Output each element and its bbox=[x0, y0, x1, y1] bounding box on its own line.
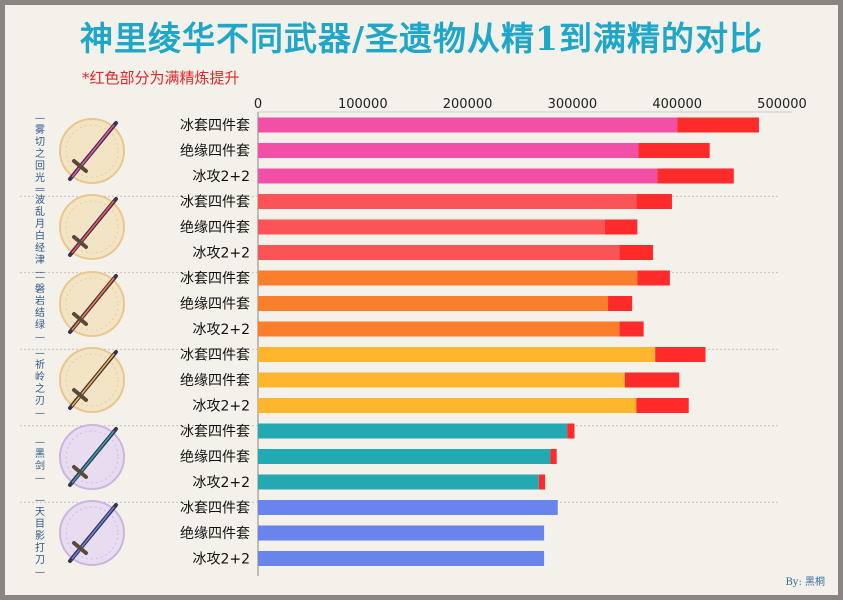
category-label: 冰攻2+2 bbox=[192, 552, 250, 568]
bar-refine bbox=[550, 449, 557, 464]
category-label: 冰攻2+2 bbox=[192, 475, 250, 491]
chart-subtitle: *红色部分为满精炼提升 bbox=[82, 69, 240, 87]
bar-refine bbox=[567, 423, 575, 439]
bar-base bbox=[258, 525, 545, 541]
bar-base bbox=[258, 143, 639, 158]
x-tick-label: 200000 bbox=[443, 97, 493, 112]
category-label: 冰套四件套 bbox=[180, 195, 250, 211]
category-label: 绝缘四件套 bbox=[180, 220, 250, 236]
bar-base bbox=[258, 117, 678, 133]
bar-refine bbox=[624, 372, 680, 388]
bar-base bbox=[258, 245, 620, 260]
sword-icon bbox=[59, 500, 125, 566]
x-tick-label: 300000 bbox=[548, 97, 598, 112]
bar-base bbox=[258, 423, 568, 439]
weapon-name-label: —黑剑— bbox=[35, 436, 45, 484]
x-tick-label: 0 bbox=[254, 97, 262, 112]
bar-refine bbox=[657, 168, 734, 184]
weapon-name-label: —雾切之回光— bbox=[35, 112, 45, 196]
category-label: 冰套四件套 bbox=[180, 424, 250, 440]
x-tick-label: 500000 bbox=[757, 97, 807, 112]
category-label: 绝缘四件套 bbox=[180, 450, 250, 466]
bar-base bbox=[258, 168, 658, 184]
bar-base bbox=[258, 474, 539, 490]
chart-title: 神里绫华不同武器/圣遗物从精1到满精的对比 bbox=[79, 19, 763, 58]
category-label: 冰套四件套 bbox=[180, 118, 250, 134]
bar-refine bbox=[538, 474, 546, 490]
category-label: 冰攻2+2 bbox=[192, 322, 250, 338]
category-label: 冰套四件套 bbox=[180, 501, 250, 517]
bar-base bbox=[258, 372, 625, 388]
x-tick-label: 100000 bbox=[338, 97, 388, 112]
bar-refine bbox=[619, 321, 644, 337]
x-tick-label: 400000 bbox=[652, 97, 702, 112]
author-credit: By: 黑桐 bbox=[785, 577, 825, 588]
bar-refine bbox=[636, 194, 672, 209]
weapon-name-label: —磐岩结绿— bbox=[35, 271, 45, 343]
bar-base bbox=[258, 194, 637, 209]
category-label: 绝缘四件套 bbox=[180, 144, 250, 160]
sword-icon bbox=[59, 194, 125, 260]
bar-base bbox=[258, 321, 620, 337]
sword-icon bbox=[59, 117, 125, 184]
sword-icon bbox=[59, 423, 125, 490]
bar-refine bbox=[638, 143, 710, 158]
category-label: 冰套四件套 bbox=[180, 271, 250, 287]
bar-base bbox=[258, 270, 638, 286]
bar-base bbox=[258, 449, 551, 464]
category-label: 绝缘四件套 bbox=[180, 526, 250, 542]
bar-base bbox=[258, 296, 609, 311]
bar-refine bbox=[604, 219, 638, 235]
sword-icon bbox=[59, 347, 125, 413]
bar-base bbox=[258, 219, 605, 235]
bar-base bbox=[258, 551, 545, 566]
bar-refine bbox=[608, 296, 633, 311]
category-label: 绝缘四件套 bbox=[180, 373, 250, 389]
category-label: 冰攻2+2 bbox=[192, 399, 250, 415]
bar-base bbox=[258, 500, 558, 515]
bar-refine bbox=[637, 270, 670, 286]
category-label: 冰套四件套 bbox=[180, 348, 250, 364]
category-label: 冰攻2+2 bbox=[192, 169, 250, 185]
weapon-name-label: —天目影打刀— bbox=[35, 495, 45, 578]
bar-refine bbox=[677, 117, 759, 133]
weapon-name-label: —祈岭之刃— bbox=[35, 348, 45, 419]
bar-base bbox=[258, 347, 656, 362]
category-label: 冰攻2+2 bbox=[192, 246, 250, 262]
bar-refine bbox=[655, 347, 706, 362]
bar-base bbox=[258, 398, 637, 413]
sword-icon bbox=[59, 270, 125, 337]
category-label: 绝缘四件套 bbox=[180, 297, 250, 313]
weapon-name-label: —波乱月白经津— bbox=[35, 183, 45, 278]
bar-refine bbox=[619, 245, 654, 260]
bar-refine bbox=[636, 398, 689, 413]
